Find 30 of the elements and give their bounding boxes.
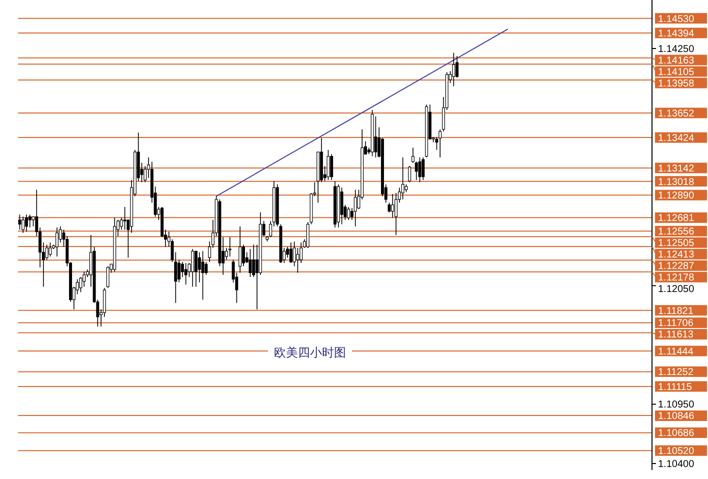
y-tick-label: 1.10400 — [658, 459, 695, 470]
ref-line-label: 1.12287 — [658, 261, 695, 272]
legend-label: 1.12413 — [658, 250, 695, 261]
ref-line-label: 1.14530 — [658, 14, 695, 25]
ref-line-label: 1.11613 — [658, 330, 694, 341]
y-tick-label: 1.14250 — [658, 44, 695, 56]
ref-line-label: 1.11252 — [658, 367, 694, 378]
ref-line-label: 1.13652 — [658, 108, 695, 120]
y-tick-label: 1.12050 — [658, 284, 695, 296]
ref-line-label: 1.13018 — [658, 176, 695, 188]
ref-line-label: 1.13142 — [658, 163, 695, 174]
ref-line-label: 1.12681 — [658, 213, 695, 224]
ref-line-label: 1.13958 — [658, 78, 695, 90]
ref-line-label: 1.12505 — [658, 238, 695, 250]
ref-line-label: 1.14105 — [658, 67, 695, 78]
ref-line-label: 1.10520 — [658, 446, 695, 458]
ref-line-label: 1.11444 — [658, 346, 694, 358]
ref-line-label: 1.14163 — [658, 56, 695, 67]
text: 欧美四小时图 — [274, 346, 346, 360]
ref-line-label: 1.11115 — [658, 382, 692, 393]
ref-line-label: 1.10846 — [658, 411, 695, 422]
ref-line-label: 1.12890 — [658, 190, 695, 202]
ref-line-label: 1.13424 — [658, 133, 695, 144]
ref-line-label: 1.11706 — [658, 318, 694, 330]
y-tick-label: 1.10950 — [658, 400, 695, 411]
ref-line-label: 1.12556 — [658, 226, 695, 238]
ref-line-label: 1.14394 — [658, 28, 695, 40]
ref-line-label: 1.11821 — [658, 306, 694, 317]
ref-line-label: 1.12178 — [658, 272, 695, 284]
ref-line-label: 1.10686 — [658, 428, 695, 440]
